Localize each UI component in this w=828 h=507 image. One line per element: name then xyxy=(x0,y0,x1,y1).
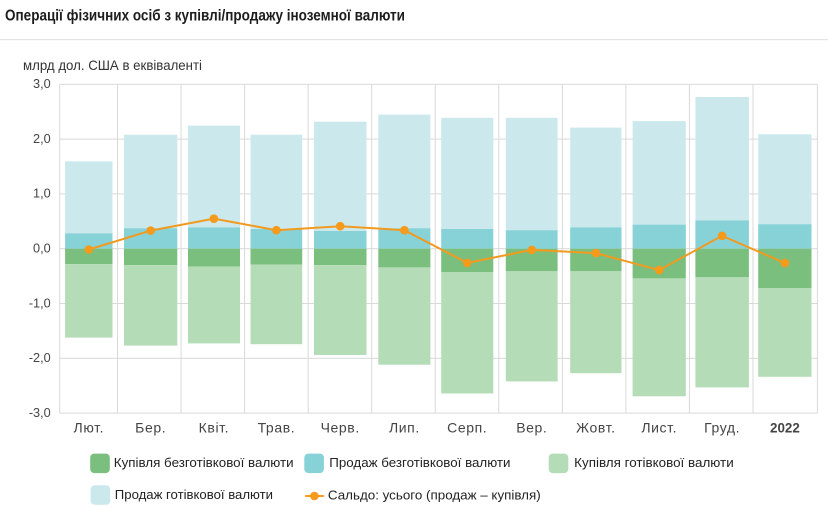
svg-text:Лип.: Лип. xyxy=(389,419,420,435)
svg-text:Жовт.: Жовт. xyxy=(576,419,615,435)
svg-text:Черв.: Черв. xyxy=(321,419,360,435)
svg-text:Трав.: Трав. xyxy=(258,419,296,435)
svg-text:Купівля готівкової валюти: Купівля готівкової валюти xyxy=(574,455,734,470)
svg-text:Продаж безготівкової валюти: Продаж безготівкової валюти xyxy=(329,455,510,470)
svg-text:-3,0: -3,0 xyxy=(29,406,51,420)
svg-text:2,0: 2,0 xyxy=(33,132,51,146)
svg-text:млрд дол. США в еквіваленті: млрд дол. США в еквіваленті xyxy=(23,58,202,73)
svg-text:Вер.: Вер. xyxy=(516,419,547,435)
svg-text:Серп.: Серп. xyxy=(447,419,487,435)
svg-text:Квіт.: Квіт. xyxy=(199,419,229,435)
svg-text:Лист.: Лист. xyxy=(641,419,677,435)
svg-text:Сальдо: усього (продаж – купів: Сальдо: усього (продаж – купівля) xyxy=(328,487,541,502)
svg-text:Груд.: Груд. xyxy=(704,419,740,435)
svg-text:2022: 2022 xyxy=(770,420,800,435)
svg-text:-1,0: -1,0 xyxy=(29,296,51,310)
svg-text:Купівля безготівкової валюти: Купівля безготівкової валюти xyxy=(114,455,294,470)
svg-text:1,0: 1,0 xyxy=(33,187,51,201)
svg-text:Бер.: Бер. xyxy=(135,419,166,435)
svg-text:Лют.: Лют. xyxy=(74,419,105,435)
svg-text:Операції фізичних осіб з купів: Операції фізичних осіб з купівлі/продажу… xyxy=(5,7,405,24)
svg-text:3,0: 3,0 xyxy=(33,77,51,91)
svg-text:0,0: 0,0 xyxy=(33,242,51,256)
svg-text:Продаж готівкової валюти: Продаж готівкової валюти xyxy=(115,487,273,502)
svg-text:-2,0: -2,0 xyxy=(29,351,51,365)
